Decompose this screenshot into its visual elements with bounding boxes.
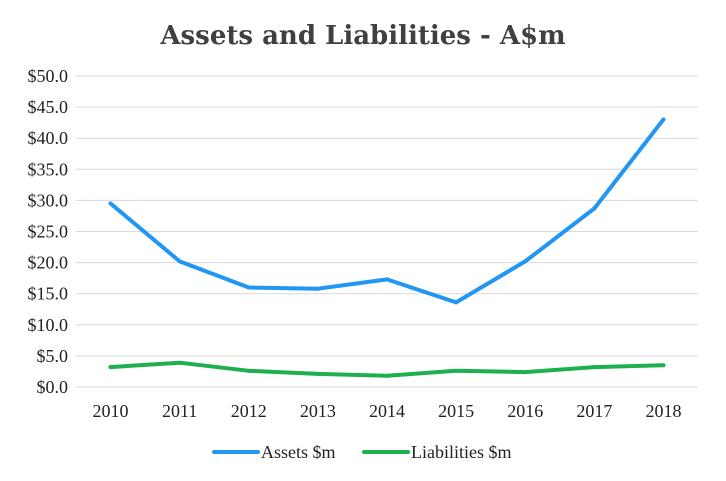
data-point [592, 365, 597, 370]
x-axis-tick-labels: 2010 2011 2012 2013 2014 2015 2016 2017 2018 [93, 401, 682, 421]
y-tick-label: $45.0 [28, 97, 69, 117]
data-point [108, 365, 113, 370]
y-axis-tick-labels: $0.0 $5.0 $10.0 $15.0 $20.0 $25.0 $30.0 $35.0 $4… [28, 66, 69, 397]
legend: Assets $m Liabilities $m [212, 442, 512, 462]
data-point [661, 363, 666, 368]
legend-label-liabilities: Liabilities $m [411, 442, 512, 462]
y-tick-label: $5.0 [37, 346, 69, 366]
series-lines [108, 117, 666, 378]
y-tick-label: $25.0 [28, 222, 69, 242]
y-tick-label: $20.0 [28, 253, 69, 273]
data-point [661, 117, 666, 122]
gridlines [76, 75, 698, 388]
y-tick-label: $50.0 [28, 66, 69, 86]
data-point [108, 201, 113, 206]
x-tick-label: 2012 [231, 401, 267, 421]
x-tick-label: 2017 [576, 401, 612, 421]
y-tick-label: $10.0 [28, 315, 69, 335]
y-tick-label: $15.0 [28, 284, 69, 304]
data-point [246, 285, 251, 290]
x-tick-label: 2013 [300, 401, 336, 421]
data-point [385, 373, 389, 378]
data-point [592, 206, 597, 211]
y-tick-label: $30.0 [28, 190, 69, 210]
data-point [454, 300, 459, 305]
x-tick-label: 2014 [369, 401, 405, 421]
series-line-assets [108, 117, 666, 305]
data-point [177, 259, 182, 264]
legend-label-assets: Assets $m [261, 442, 336, 462]
data-point [523, 259, 528, 264]
data-point [246, 368, 251, 373]
x-tick-label: 2010 [93, 401, 129, 421]
data-point [315, 371, 320, 376]
data-point [523, 370, 528, 375]
y-tick-label: $0.0 [37, 377, 69, 397]
chart-title: Assets and Liabilities - A$m [159, 21, 565, 51]
x-tick-label: 2018 [645, 401, 681, 421]
y-tick-label: $40.0 [28, 128, 69, 148]
data-point [177, 360, 182, 365]
y-tick-label: $35.0 [28, 159, 69, 179]
x-tick-label: 2011 [162, 401, 197, 421]
data-point [454, 368, 459, 373]
x-tick-label: 2015 [438, 401, 474, 421]
data-point [385, 277, 389, 282]
x-tick-label: 2016 [507, 401, 543, 421]
data-point [315, 286, 320, 291]
